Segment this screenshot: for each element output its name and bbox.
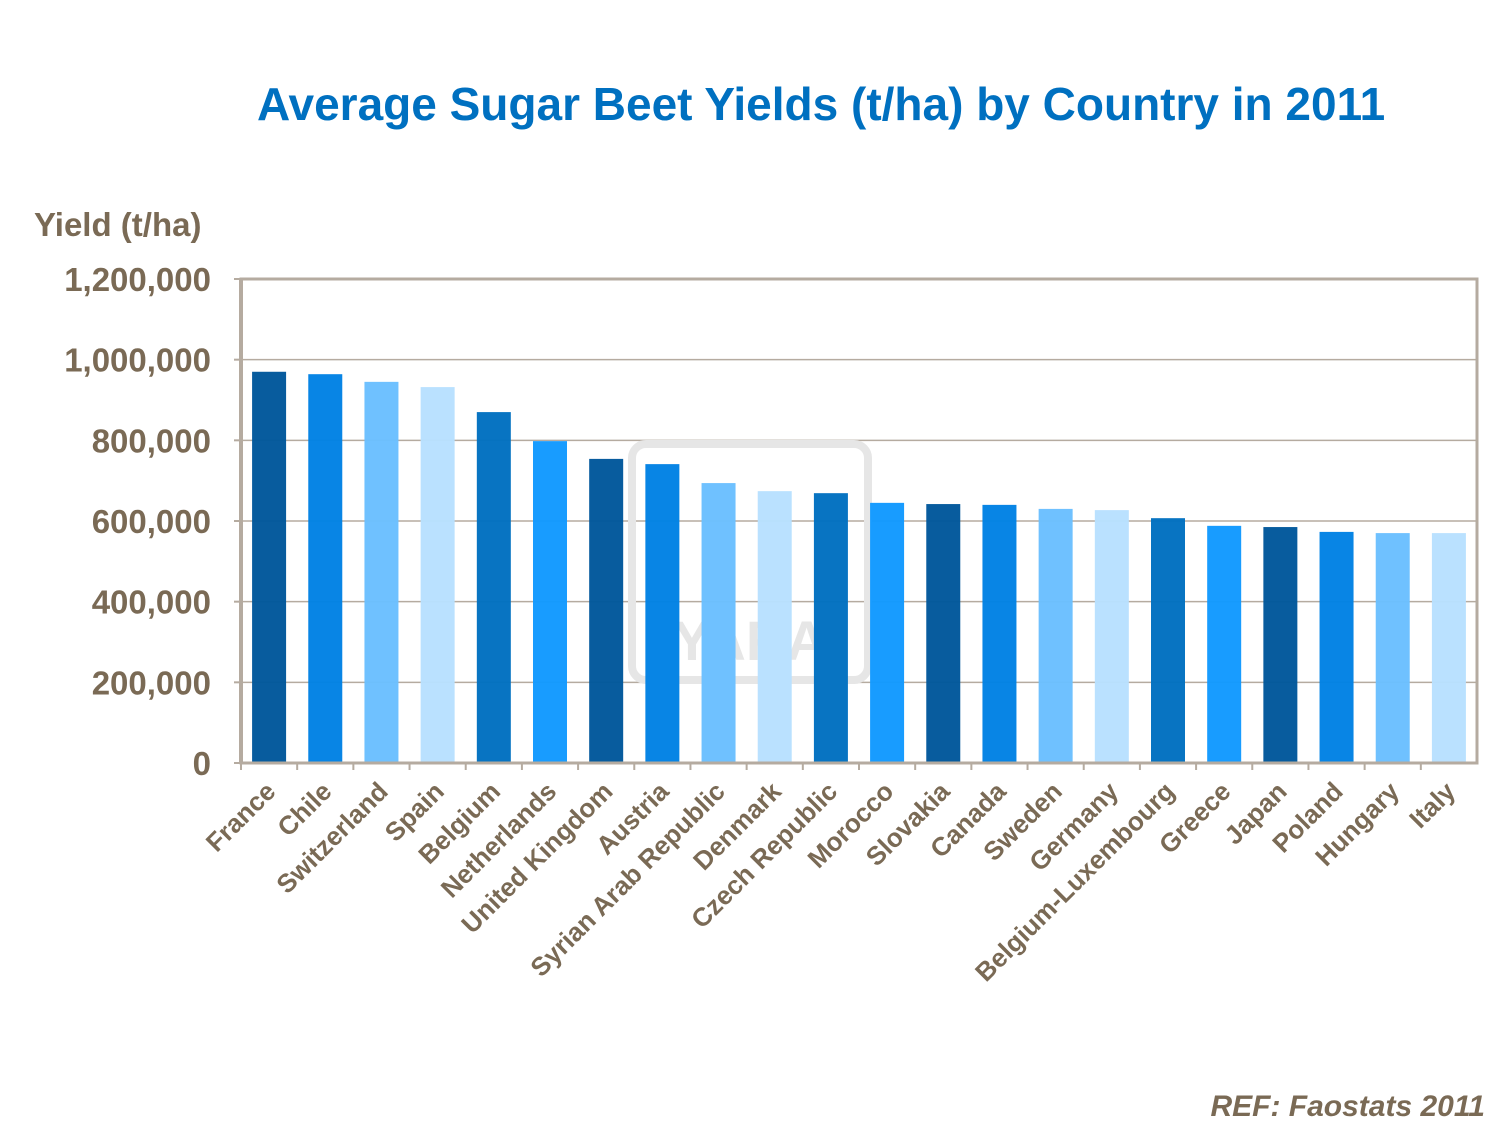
bar	[1094, 510, 1129, 763]
bar	[1375, 533, 1410, 763]
y-tick-label: 800,000	[92, 422, 211, 459]
bar	[757, 491, 792, 763]
bar	[870, 502, 905, 763]
bar	[1431, 533, 1466, 763]
bar	[420, 387, 455, 763]
x-tick-label: France	[200, 776, 282, 858]
bar	[813, 493, 848, 763]
bar	[476, 412, 511, 763]
bar	[252, 371, 287, 763]
y-tick-label: 0	[193, 745, 211, 782]
bar	[701, 483, 736, 763]
y-axis-label: Yield (t/ha)	[34, 206, 202, 243]
y-tick-label: 600,000	[92, 503, 211, 540]
watermark-logo	[628, 440, 872, 684]
bar	[308, 374, 343, 763]
bar	[926, 504, 961, 763]
bar	[645, 464, 680, 763]
y-tick-label: 1,200,000	[64, 261, 211, 298]
bar	[589, 458, 624, 763]
y-tick-label: 1,000,000	[64, 342, 211, 379]
bar	[533, 441, 567, 763]
bar	[1151, 518, 1185, 763]
bar	[1263, 527, 1298, 763]
source-note: REF: Faostats 2011	[1210, 1090, 1485, 1123]
y-tick-label: 200,000	[92, 664, 211, 701]
x-tick-label: Italy	[1403, 776, 1461, 834]
bar	[1319, 531, 1354, 763]
bar	[1207, 525, 1242, 763]
bar	[982, 504, 1017, 763]
y-tick-label: 400,000	[92, 584, 211, 621]
watermark-text: YARA	[673, 609, 827, 672]
bar	[1038, 508, 1073, 763]
bar	[364, 381, 399, 763]
chart-title: Average Sugar Beet Yields (t/ha) by Coun…	[257, 78, 1386, 130]
